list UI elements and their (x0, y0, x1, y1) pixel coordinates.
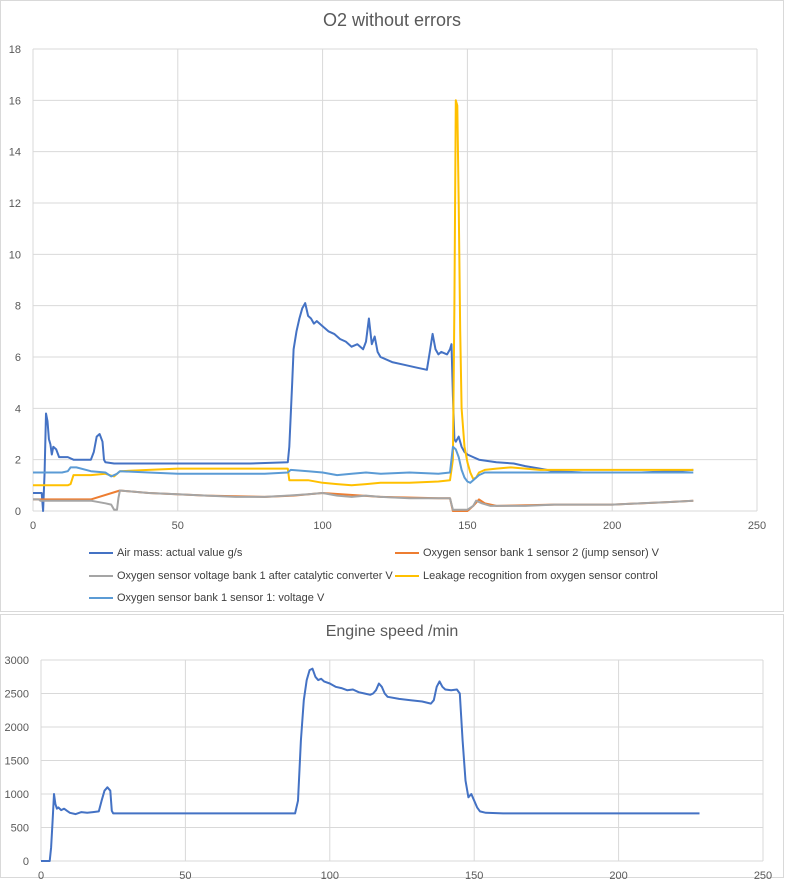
o2-chart-plot: 0 2 4 6 8 10 12 14 16 18 0 50 100 150 200 250 (9, 44, 766, 532)
chart1-x-tick-label: 200 (603, 520, 621, 532)
legend-item: Oxygen sensor bank 1 sensor 2 (jump sens… (395, 547, 659, 559)
chart1-x-tick-label: 100 (313, 520, 331, 532)
chart2-y-tick-label: 500 (11, 823, 29, 835)
chart2-x-tick-label: 250 (754, 870, 772, 879)
chart2-x-tick-label: 200 (609, 870, 627, 879)
chart2-y-tick-label: 1500 (5, 756, 29, 768)
chart1-y-tick-label: 4 (15, 403, 21, 415)
chart2-y-tick-label: 3000 (5, 655, 29, 667)
chart1-y-tick-label: 14 (9, 147, 21, 159)
chart1-y-tick-label: 2 (15, 455, 21, 467)
chart1-y-tick-label: 10 (9, 249, 21, 261)
legend-swatch (89, 575, 113, 577)
chart1-x-tick-label: 0 (30, 520, 36, 532)
chart1-x-tick-label: 250 (748, 520, 766, 532)
legend-swatch (395, 552, 419, 554)
chart1-y-tick-label: 8 (15, 301, 21, 313)
chart2-y-tick-label: 2500 (5, 689, 29, 701)
engine-speed-chart-plot: 0 500 1000 1500 2000 2500 3000 0 50 100 150 200 250 (5, 655, 773, 879)
chart1-x-tick-label: 150 (458, 520, 476, 532)
engine-speed-chart-panel: Engine speed /min 0 500 1000 1500 2000 2500 30… (0, 614, 784, 879)
legend-swatch (89, 552, 113, 554)
legend-swatch (395, 575, 419, 577)
legend-swatch (89, 597, 113, 599)
chart1-x-tick-label: 50 (172, 520, 184, 532)
chart1-y-tick-label: 18 (9, 44, 21, 56)
chart1-series-line-0 (33, 302, 694, 512)
chart1-y-tick-label: 0 (15, 506, 21, 518)
chart1-y-tick-label: 16 (9, 95, 21, 107)
legend-item: Air mass: actual value g/s (89, 547, 242, 559)
chart1-y-tick-label: 6 (15, 352, 21, 364)
chart1-y-tick-label: 12 (9, 198, 21, 210)
engine-speed-chart-title: Engine speed /min (325, 623, 459, 640)
legend-label: Leakage recognition from oxygen sensor c… (423, 570, 658, 582)
chart2-series-line-0 (41, 667, 700, 862)
chart2-y-tick-label: 0 (23, 856, 29, 868)
chart2-x-tick-label: 50 (179, 870, 191, 879)
chart1-series-line-1 (33, 489, 694, 512)
chart2-x-tick-label: 150 (465, 870, 483, 879)
chart1-series-line-4 (33, 445, 694, 484)
chart2-y-tick-label: 1000 (5, 789, 29, 801)
legend-label: Oxygen sensor voltage bank 1 after catal… (117, 570, 393, 582)
legend-item: Leakage recognition from oxygen sensor c… (395, 570, 658, 582)
legend-label: Oxygen sensor bank 1 sensor 2 (jump sens… (423, 547, 660, 559)
chart2-y-tick-label: 2000 (5, 722, 29, 734)
o2-chart-panel: O2 without errors 0 2 4 6 8 10 12 14 16 18 0 50 100 1… (0, 0, 784, 612)
o2-chart-title: O2 without errors (322, 10, 462, 30)
chart1-series-line-3 (33, 99, 694, 487)
o2-chart-legend: Air mass: actual value g/s Oxygen sensor … (1, 539, 785, 609)
chart2-x-tick-label: 0 (38, 870, 44, 879)
legend-label: Oxygen sensor bank 1 sensor 1: voltage V (117, 592, 325, 604)
legend-item: Oxygen sensor bank 1 sensor 1: voltage V (89, 592, 324, 604)
chart1-series-line-2 (33, 489, 694, 511)
legend-item: Oxygen sensor voltage bank 1 after catal… (89, 570, 393, 582)
chart2-x-tick-label: 100 (321, 870, 339, 879)
legend-label: Air mass: actual value g/s (117, 547, 243, 559)
